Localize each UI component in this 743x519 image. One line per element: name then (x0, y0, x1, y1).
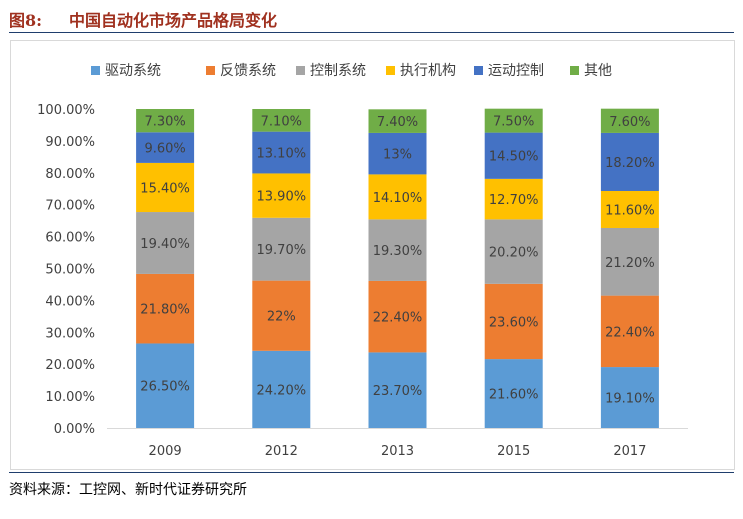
data-label: 23.70% (373, 384, 423, 399)
bar-segment (368, 109, 427, 133)
data-label: 19.40% (140, 237, 190, 252)
bar-segment (484, 359, 543, 428)
data-label: 13% (383, 148, 412, 163)
data-label: 9.60% (144, 142, 185, 157)
data-label: 13.90% (257, 190, 307, 205)
data-label: 21.20% (605, 256, 655, 271)
y-tick-label: 10.00% (45, 390, 95, 405)
data-label: 23.60% (489, 315, 539, 330)
legend-swatch (570, 66, 579, 75)
x-tick-label: 2015 (497, 444, 530, 459)
source-text: 资料来源：工控网、新时代证券研究所 (9, 482, 247, 498)
legend-label: 驱动系统 (105, 63, 161, 79)
bar-segment (252, 173, 311, 218)
bar-segment (252, 280, 311, 351)
legend-swatch (474, 66, 483, 75)
y-tick-label: 0.00% (54, 422, 95, 437)
data-label: 26.50% (140, 380, 190, 395)
data-label: 20.20% (489, 246, 539, 261)
y-tick-label: 20.00% (45, 358, 95, 373)
data-label: 21.80% (140, 303, 190, 318)
bar-segment (252, 109, 311, 132)
x-tick-label: 2012 (265, 444, 298, 459)
legend-label: 执行机构 (400, 63, 456, 79)
bar-segment (368, 219, 427, 281)
x-tick-label: 2009 (149, 444, 182, 459)
bar-segment (600, 367, 659, 428)
data-label: 7.50% (493, 115, 534, 130)
figure-title: 中国自动化市场产品格局变化 (69, 11, 278, 30)
bar-segment (368, 174, 427, 220)
data-label: 22.40% (373, 311, 423, 326)
y-tick-label: 30.00% (45, 326, 95, 341)
data-label: 22% (267, 310, 296, 325)
bar-segment (484, 132, 543, 179)
bar-segment (136, 109, 195, 133)
y-tick-label: 100.00% (37, 103, 95, 118)
bar-segment (484, 283, 543, 360)
legend-swatch (91, 66, 100, 75)
bar-segment (368, 280, 427, 353)
x-tick-label: 2017 (613, 444, 646, 459)
y-tick-label: 90.00% (45, 135, 95, 150)
bar-segment (136, 343, 195, 428)
data-label: 24.20% (257, 383, 307, 398)
legend-label: 控制系统 (310, 63, 366, 79)
y-tick-label: 50.00% (45, 263, 95, 278)
data-label: 7.40% (377, 115, 418, 130)
bar-segment (252, 350, 311, 428)
legend-swatch (206, 66, 215, 75)
stacked-bar-chart: 驱动系统 反馈系统 控制系统 执行机构 运动控制 其他 0.00% 10.00% 20.00% 3… (37, 63, 688, 459)
figure-number: 图8: (9, 11, 43, 30)
data-label: 7.60% (609, 115, 650, 130)
data-label: 19.10% (605, 392, 655, 407)
legend-label: 运动控制 (488, 63, 544, 79)
bar-segment (484, 178, 543, 220)
data-label: 22.40% (605, 325, 655, 340)
bar-segment (600, 132, 659, 191)
bar-segment (600, 190, 659, 228)
data-label: 14.10% (373, 191, 423, 206)
x-tick-label: 2013 (381, 444, 414, 459)
bar-segment (252, 217, 311, 281)
data-label: 15.40% (140, 181, 190, 196)
legend-swatch (296, 66, 305, 75)
bar-segment (136, 212, 195, 274)
y-tick-label: 60.00% (45, 231, 95, 246)
legend-label: 其他 (584, 63, 612, 79)
data-label: 13.10% (257, 147, 307, 162)
data-label: 21.60% (489, 388, 539, 403)
data-label: 12.70% (489, 193, 539, 208)
bar-segment (136, 162, 195, 213)
data-label: 19.70% (257, 243, 307, 258)
data-label: 18.20% (605, 156, 655, 171)
y-tick-label: 40.00% (45, 294, 95, 309)
figure-header: 图8: 中国自动化市场产品格局变化 (9, 4, 734, 33)
bar-segment (600, 227, 659, 296)
bar-segment (136, 273, 195, 344)
y-tick-label: 70.00% (45, 199, 95, 214)
bar-segment (484, 108, 543, 133)
chart-frame: 驱动系统 反馈系统 控制系统 执行机构 运动控制 其他 0.00% 10.00% 20.00% 3… (10, 40, 735, 470)
data-label: 7.30% (144, 115, 185, 130)
legend-label: 反馈系统 (220, 63, 276, 79)
data-label: 7.10% (261, 114, 302, 129)
bar-segment (600, 295, 659, 368)
bar-segment (368, 132, 427, 175)
bar-segment (600, 108, 659, 133)
bar-segment (368, 352, 427, 428)
data-label: 14.50% (489, 150, 539, 165)
bar-segment (136, 132, 195, 163)
bar-segment (484, 219, 543, 284)
data-label: 19.30% (373, 244, 423, 259)
data-label: 11.60% (605, 203, 655, 218)
bar-segment (252, 131, 311, 174)
source-note: 资料来源：工控网、新时代证券研究所 (9, 472, 734, 503)
y-tick-label: 80.00% (45, 167, 95, 182)
legend-swatch (386, 66, 395, 75)
